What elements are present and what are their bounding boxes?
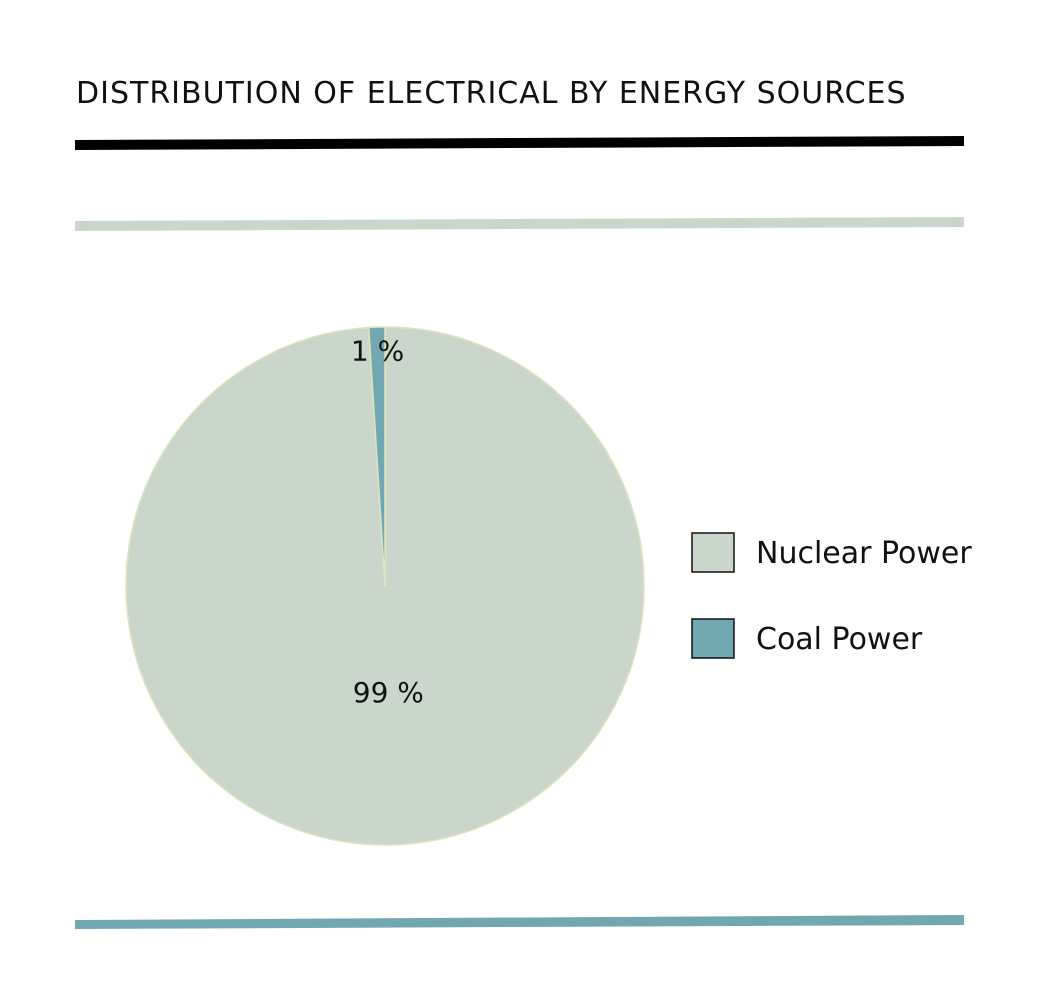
slice-label-coal-power: 1 % bbox=[351, 334, 404, 367]
chart-title: DISTRIBUTION OF ELECTRICAL BY ENERGY SOU… bbox=[76, 76, 907, 111]
header-rule-sage bbox=[75, 217, 964, 231]
pie-slices bbox=[125, 326, 645, 846]
footer-rule-teal bbox=[75, 915, 964, 929]
legend-swatch-coal-power bbox=[691, 618, 735, 659]
header-rule-black bbox=[75, 136, 964, 150]
pie-slice-labels: 99 % 1 % bbox=[351, 334, 424, 709]
legend-label-nuclear-power: Nuclear Power bbox=[756, 536, 972, 571]
slice-label-nuclear-power: 99 % bbox=[353, 676, 424, 709]
legend-label-coal-power: Coal Power bbox=[756, 622, 923, 657]
legend: Nuclear Power Coal Power bbox=[691, 532, 972, 659]
pie-slice-coal-power bbox=[367, 326, 386, 587]
legend-swatch-nuclear-power bbox=[691, 532, 735, 573]
